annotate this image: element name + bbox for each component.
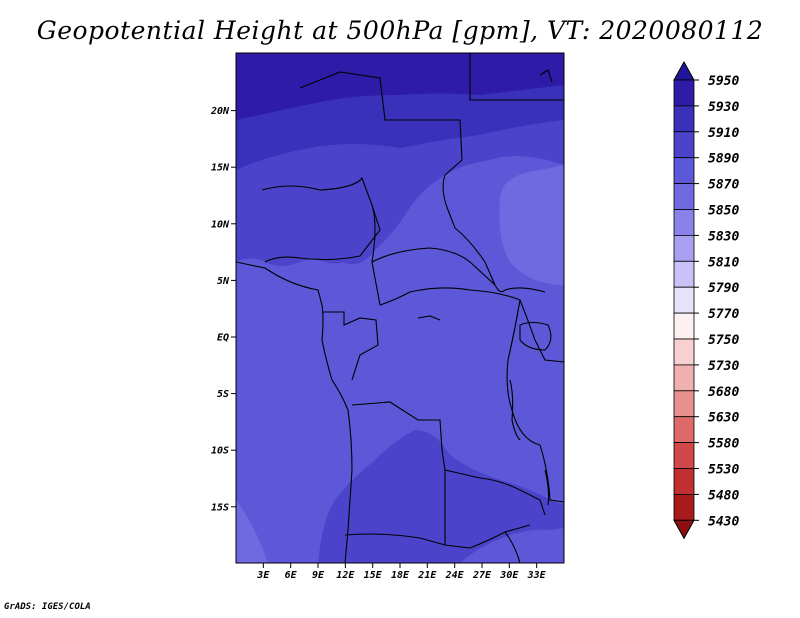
field-5850-east [499, 165, 564, 285]
border-uganda-kenya [519, 299, 564, 363]
lake-victoria [519, 321, 552, 351]
lat-label: 15N [211, 163, 230, 174]
border-niger-chad-libya [299, 71, 463, 176]
colorbar-label: 5770 [708, 307, 739, 322]
colorbar-swatch [673, 131, 695, 159]
colorbar-swatch [673, 234, 695, 262]
lon-label: 33E [527, 570, 547, 581]
lat-label: 10S [211, 446, 229, 457]
colorbar-label: 5850 [708, 204, 739, 219]
colorbar-label: 5790 [708, 281, 739, 296]
colorbar-label: 5910 [708, 126, 739, 141]
border-libya-egypt-sudan [469, 53, 564, 101]
colorbar-label: 5950 [708, 74, 739, 89]
red-sea-coast [539, 69, 553, 83]
colorbar-swatch [673, 183, 695, 210]
border-southern [504, 531, 521, 563]
lon-label: 15E [364, 570, 383, 581]
field-5930-north [236, 53, 564, 120]
longitude-axis: 3E 6E 9E 12E 15E 18E 21E 24E 27E 30E 33E [256, 563, 547, 581]
height-field [236, 53, 564, 563]
colorbar: 5950 5930 5910 5890 5870 5850 5830 5810 5790 5770… [673, 60, 739, 540]
lat-label: 15S [211, 502, 229, 513]
border-chad-sudan [442, 174, 496, 286]
grads-credit: GrADS: IGES/COLA [4, 602, 91, 612]
colorbar-swatch [673, 442, 695, 469]
colorbar-swatch [673, 390, 695, 418]
colorbar-label: 5580 [708, 437, 739, 452]
colorbar-label: 5430 [708, 514, 739, 529]
lon-label: 6E [285, 570, 298, 581]
colorbar-label: 5810 [708, 255, 739, 270]
colorbar-swatch [673, 468, 695, 495]
border-drc-east [506, 299, 541, 446]
lat-label: EQ [217, 333, 229, 344]
colorbar-label: 5870 [708, 178, 739, 193]
colorbar-swatch [673, 105, 695, 133]
colorbar-top-arrow [673, 60, 695, 81]
border-namibia [344, 524, 531, 549]
colorbar-swatch [673, 493, 695, 521]
colorbar-swatch [673, 312, 695, 340]
lon-label: 24E [445, 570, 465, 581]
coastline-west [236, 261, 353, 563]
border-gabon [322, 311, 379, 381]
border-nigeria [261, 176, 381, 263]
lon-label: 27E [472, 570, 492, 581]
colorbar-label: 5480 [708, 488, 739, 503]
lake-tanganyika [509, 379, 521, 441]
lat-label: 20N [210, 106, 230, 117]
lon-label: 18E [391, 570, 410, 581]
lon-label: 30E [499, 570, 519, 581]
colorbar-label: 5890 [708, 152, 739, 167]
lat-label: 5N [217, 276, 230, 287]
field-5890-nigeria [262, 185, 371, 264]
colorbar-swatch [673, 416, 695, 444]
lat-label: 10N [211, 219, 230, 230]
colorbar-swatch [673, 209, 695, 236]
lon-label: 12E [336, 570, 355, 581]
colorbar-swatch [673, 286, 695, 314]
colorbar-swatch [673, 157, 695, 184]
border-tanzania [539, 444, 564, 503]
map-title: Geopotential Height at 500hPa [gpm], VT:… [36, 16, 764, 45]
country-borders [236, 53, 564, 563]
colorbar-label: 5530 [708, 463, 739, 478]
lon-label: 3E [256, 570, 270, 581]
colorbar-label: 5830 [708, 229, 739, 244]
colorbar-label: 5730 [708, 359, 739, 374]
colorbar-swatch [673, 364, 695, 392]
colorbar-bottom-arrow [673, 519, 695, 540]
colorbar-label: 5630 [708, 411, 739, 426]
colorbar-label: 5930 [708, 100, 739, 115]
field-5890-south [318, 430, 564, 563]
field-5870-southeast [460, 528, 564, 563]
colorbar-swatch [673, 79, 695, 107]
colorbar-swatch [673, 338, 695, 366]
lon-label: 21E [417, 570, 437, 581]
field-5850-southwest [236, 500, 268, 563]
latitude-axis: 20N 15N 10N 5N EQ 5S 10S 15S [210, 106, 236, 513]
lake-malawi [544, 469, 550, 506]
river-ubangi [417, 315, 441, 321]
colorbar-label: 5680 [708, 385, 739, 400]
border-congo-drc [379, 287, 521, 306]
colorbar-label: 5750 [708, 333, 739, 348]
border-zambia [444, 469, 546, 516]
lon-label: 9E [312, 570, 325, 581]
border-car-south [371, 247, 546, 293]
lat-label: 5S [217, 389, 229, 400]
colorbar-swatch [673, 260, 695, 288]
